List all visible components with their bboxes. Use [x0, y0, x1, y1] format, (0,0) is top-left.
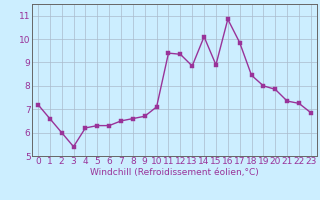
X-axis label: Windchill (Refroidissement éolien,°C): Windchill (Refroidissement éolien,°C) — [90, 168, 259, 177]
